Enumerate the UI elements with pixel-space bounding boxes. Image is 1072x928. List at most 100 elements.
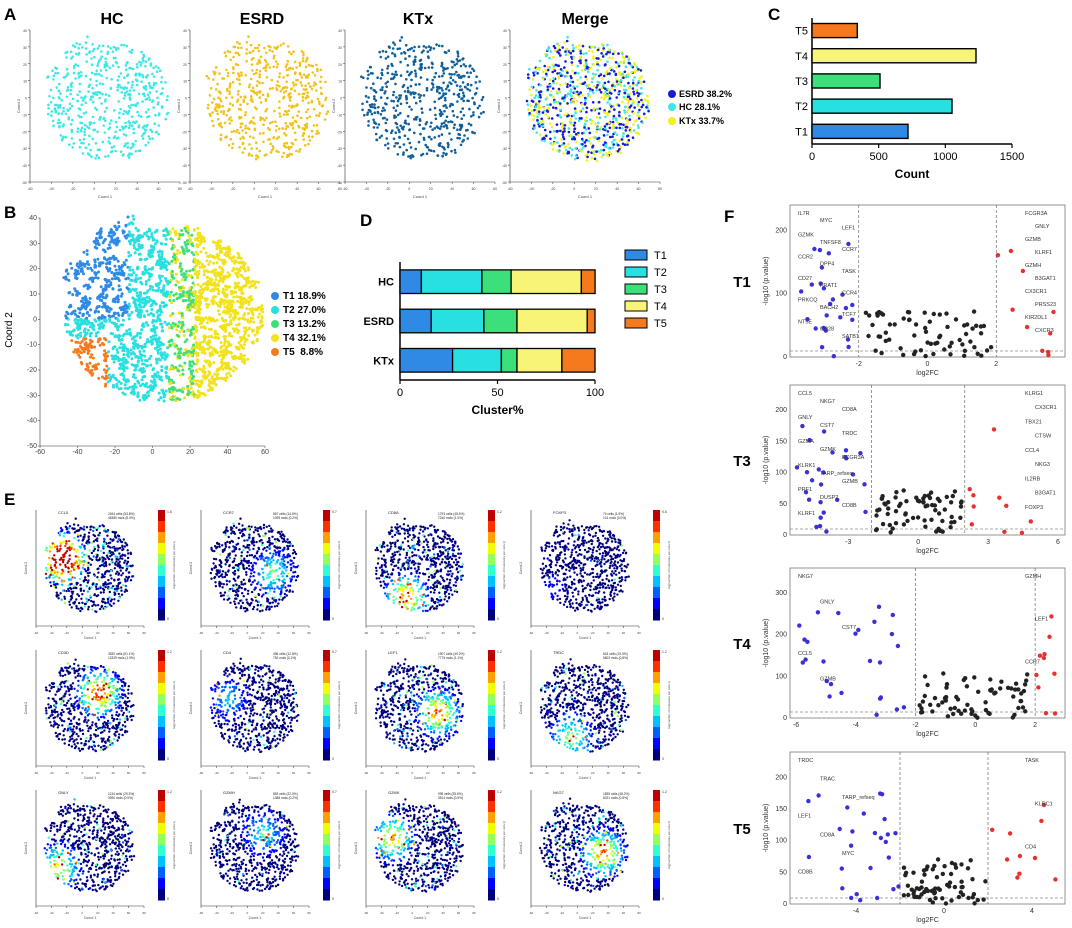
tsne-point [258, 81, 261, 85]
cluster-point [164, 242, 168, 246]
tsne-point [595, 89, 598, 92]
cluster-point [181, 299, 185, 303]
cluster-point [233, 261, 237, 265]
cluster-point [189, 331, 193, 335]
cluster-point [248, 320, 252, 324]
tsne-point [582, 146, 585, 149]
cluster-point [177, 320, 181, 324]
cluster-point [125, 329, 129, 333]
tsne-point [387, 45, 391, 48]
tsne-point [418, 96, 421, 99]
tsne-point [431, 78, 435, 82]
tsne-point [404, 43, 408, 47]
x-tick-label: -20 [230, 187, 235, 191]
tsne-point [606, 113, 609, 117]
tsne-point [77, 71, 81, 75]
tsne-point [146, 74, 149, 77]
tsne-point [432, 149, 436, 153]
tsne-point [623, 70, 627, 74]
tsne-point [606, 130, 610, 133]
cluster-point [193, 258, 197, 262]
tsne-point [248, 83, 251, 86]
tsne-point [231, 142, 235, 146]
tsne-point [108, 66, 112, 70]
cluster-point [128, 268, 132, 272]
tsne-point [541, 124, 544, 128]
tsne-point [241, 151, 245, 154]
tsne-point [108, 122, 112, 125]
tsne-point [128, 93, 132, 97]
tsne-point [412, 96, 416, 99]
tsne-point [94, 142, 98, 145]
cluster-point [178, 350, 182, 354]
tsne-point [94, 157, 97, 160]
tsne-point [300, 84, 304, 87]
tsne-point [149, 128, 152, 132]
tsne-point [427, 66, 431, 69]
tsne-point [391, 129, 394, 132]
tsne-plot-esrd: -60 -40 -20 0 20 40 60 80403020100-10-20-30-40-… [176, 29, 342, 199]
cluster-point [190, 233, 194, 237]
tsne-point [612, 114, 616, 118]
cluster-point [127, 230, 131, 234]
tsne-point [269, 45, 272, 49]
tsne-point [373, 106, 377, 110]
tsne-point [596, 83, 599, 87]
cluster-point [121, 312, 125, 316]
cluster-point [234, 309, 237, 312]
cluster-point [119, 381, 123, 385]
tsne-point [633, 76, 636, 79]
tsne-point [644, 116, 647, 119]
x-tick-label: -40 [72, 449, 82, 456]
tsne-point [469, 123, 473, 127]
tsne-point [288, 99, 292, 102]
tsne-point [147, 141, 150, 144]
tsne-point [366, 113, 369, 116]
tsne-point [303, 123, 307, 127]
tsne-point [601, 55, 605, 58]
tsne-point [613, 85, 617, 88]
tsne-point [137, 114, 141, 117]
y-tick-label: 20 [29, 266, 37, 273]
tsne-point [406, 48, 410, 52]
cluster-point [160, 255, 164, 259]
cluster-point [254, 286, 258, 289]
tsne-point [612, 70, 616, 73]
legend-dot-t3 [271, 320, 279, 328]
tsne-point [135, 63, 139, 66]
cluster-point [242, 326, 246, 330]
tsne-point [413, 118, 416, 121]
cluster-point [107, 310, 111, 314]
cluster-point [164, 237, 168, 241]
tsne-point [562, 135, 565, 139]
cluster-point [94, 236, 98, 240]
tsne-point [147, 96, 151, 99]
tsne-point [440, 110, 443, 114]
tsne-point [399, 94, 403, 97]
cluster-point [205, 297, 209, 301]
tsne-point [420, 153, 423, 157]
tsne-point [572, 101, 576, 104]
cluster-point [243, 312, 247, 316]
tsne-point [61, 125, 65, 128]
tsne-point [263, 118, 266, 122]
cluster-point [244, 269, 247, 273]
tsne-point [604, 90, 607, 94]
tsne-point [473, 131, 476, 135]
tsne-point [421, 127, 425, 130]
cluster-point [174, 261, 178, 265]
tsne-point [595, 107, 599, 111]
tsne-point [635, 66, 639, 69]
cluster-point [206, 347, 210, 350]
tsne-point [455, 70, 458, 74]
tsne-point [394, 70, 398, 74]
tsne-point [417, 45, 421, 48]
tsne-point [296, 114, 299, 117]
tsne-point [275, 65, 279, 69]
tsne-point [565, 94, 568, 98]
tsne-point [222, 112, 225, 115]
panel-a-title-ktx: KTx [403, 11, 433, 28]
cluster-point [169, 231, 172, 235]
cluster-point [195, 343, 199, 347]
y-axis-label: Coord 2 [496, 98, 501, 113]
